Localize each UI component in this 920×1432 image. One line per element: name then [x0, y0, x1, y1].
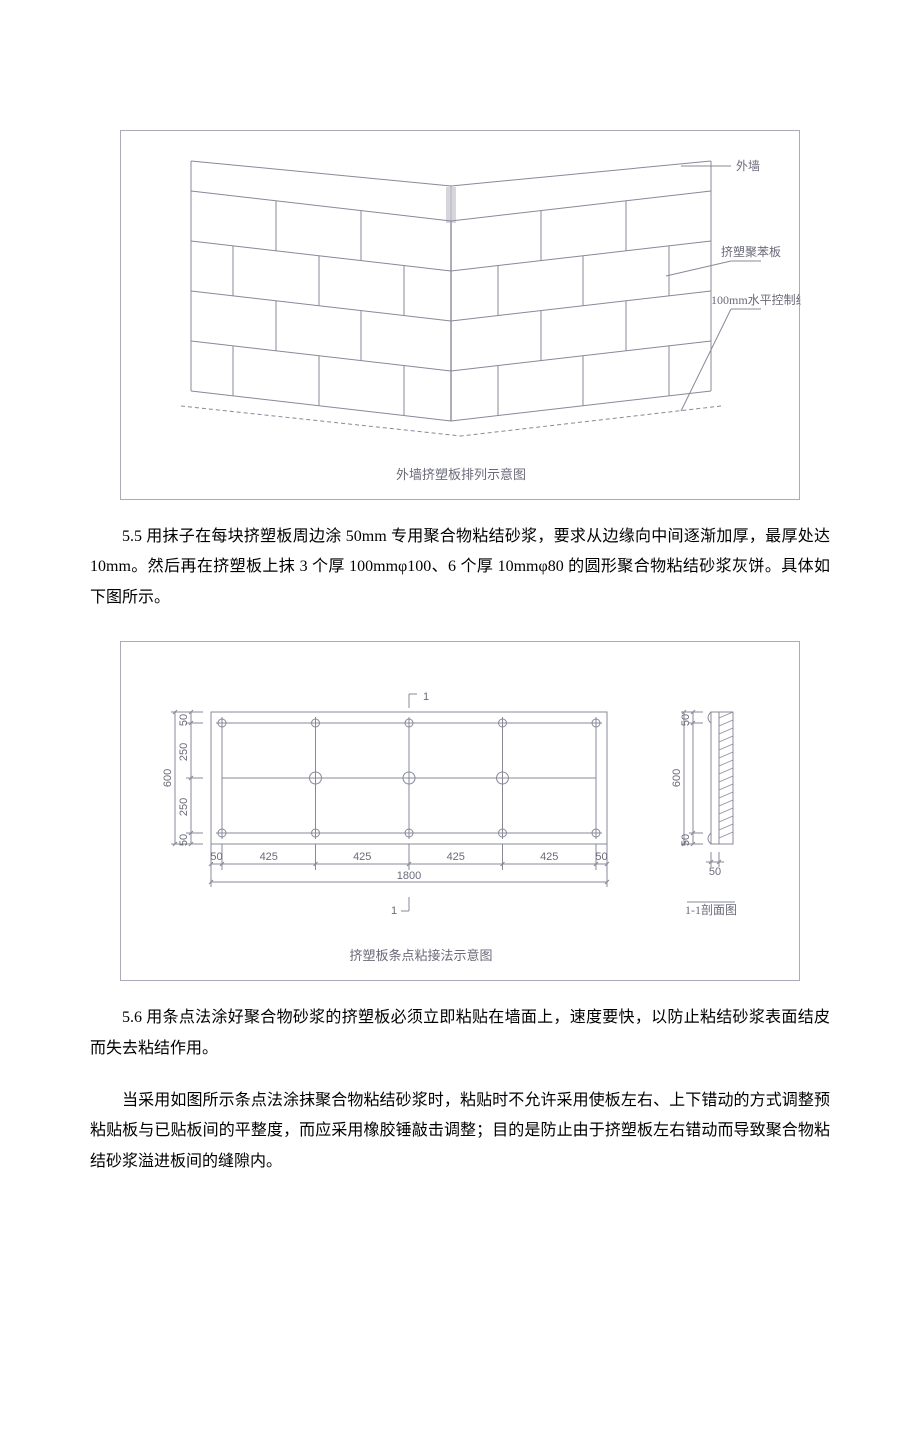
dim-v250b: 250: [178, 798, 190, 816]
figure-1-container: 外墙 挤塑聚苯板 100mm水平控制线 外墙挤塑板排列示意图: [120, 130, 800, 500]
dim-1800: 1800: [397, 870, 421, 882]
fig1-label-mid: 挤塑聚苯板: [721, 244, 781, 259]
sec-50t: 50: [680, 714, 692, 726]
section-mark-top: 1: [423, 691, 429, 703]
sec-50b: 50: [680, 834, 692, 846]
para56-text: 5.6 用条点法涂好聚合物砂浆的挤塑板必须立即粘贴在墙面上，速度要快，以防止粘结…: [90, 1009, 830, 1056]
dim-50-r: 50: [595, 851, 607, 863]
figure-1-svg: 外墙 挤塑聚苯板 100mm水平控制线 外墙挤塑板排列示意图: [121, 131, 801, 501]
fig1-caption: 外墙挤塑板排列示意图: [396, 467, 526, 482]
section-label: 1-1剖面图: [685, 903, 737, 917]
para55-text: 5.5 用抹子在每块挤塑板周边涂 50mm 专用聚合物粘结砂浆，要求从边缘向中间…: [90, 528, 830, 606]
paragraph-5-6: 5.6 用条点法涂好聚合物砂浆的挤塑板必须立即粘贴在墙面上，速度要快，以防止粘结…: [90, 1003, 830, 1064]
dim-v50t: 50: [178, 714, 190, 726]
figure-2-container: 50 425 425 425 425 50 1800: [120, 641, 800, 981]
dim-425-4: 425: [540, 851, 558, 863]
figure-2-svg: 50 425 425 425 425 50 1800: [121, 642, 801, 982]
dim-v600: 600: [162, 769, 174, 787]
dim-425-3: 425: [447, 851, 465, 863]
dim-50-l: 50: [210, 851, 222, 863]
section-mark-bot: 1: [391, 905, 397, 917]
fig1-label-bot: 100mm水平控制线: [711, 293, 801, 307]
dim-v250a: 250: [178, 743, 190, 761]
paragraph-5-5: 5.5 用抹子在每块挤塑板周边涂 50mm 专用聚合物粘结砂浆，要求从边缘向中间…: [90, 522, 830, 613]
fig2-caption: 挤塑板条点粘接法示意图: [349, 948, 492, 963]
dim-425-2: 425: [353, 851, 371, 863]
fig1-label-top: 外墙: [736, 159, 760, 173]
paragraph-5-6b: 当采用如图所示条点法涂抹聚合物粘结砂浆时，粘贴时不允许采用使板左右、上下错动的方…: [90, 1086, 830, 1177]
dim-425-1: 425: [260, 851, 278, 863]
dim-v50b: 50: [178, 834, 190, 846]
sec-w50: 50: [709, 866, 721, 878]
para56b-text: 当采用如图所示条点法涂抹聚合物粘结砂浆时，粘贴时不允许采用使板左右、上下错动的方…: [90, 1092, 830, 1170]
sec-600: 600: [671, 769, 683, 787]
